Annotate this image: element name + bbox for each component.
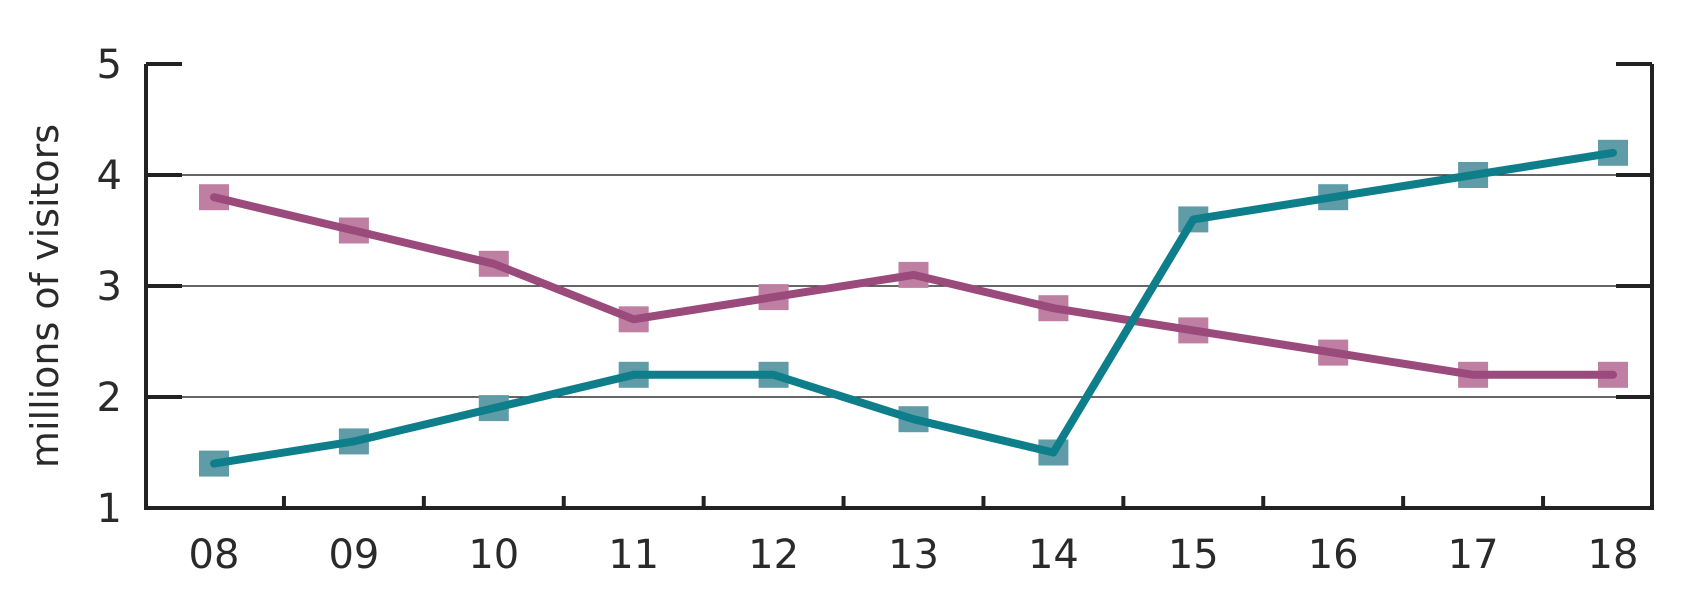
x-tick-labels: 08 09 10 11 12 13 14 15 16 17 18 [189, 532, 1639, 578]
y-tick-labels: 1 2 3 4 5 [97, 42, 122, 532]
series-1-line [210, 193, 1617, 379]
x-tick-label: 11 [608, 532, 659, 578]
y-tick-label: 4 [97, 153, 122, 199]
x-tick-label: 12 [748, 532, 799, 578]
x-tick-label: 14 [1028, 532, 1079, 578]
series-1 [199, 184, 1628, 388]
series-layer [199, 139, 1628, 477]
y-tick-label: 5 [97, 42, 122, 88]
x-tick-label: 13 [888, 532, 939, 578]
x-tick-label: 09 [328, 532, 379, 578]
x-tick-label: 08 [189, 532, 240, 578]
x-tick-label: 17 [1448, 532, 1499, 578]
x-tick-label: 15 [1168, 532, 1219, 578]
x-tick-label: 10 [468, 532, 519, 578]
y-tick-label: 2 [97, 375, 122, 421]
x-tick-label: 16 [1308, 532, 1359, 578]
x-tick-label: 18 [1588, 532, 1639, 578]
plot-frame [144, 62, 1654, 510]
y-tick-label: 3 [97, 264, 122, 310]
series-2 [199, 139, 1628, 477]
y-axis-title: millions of visitors [23, 124, 67, 468]
series-2-line [210, 148, 1617, 468]
y-tick-label: 1 [97, 486, 122, 532]
